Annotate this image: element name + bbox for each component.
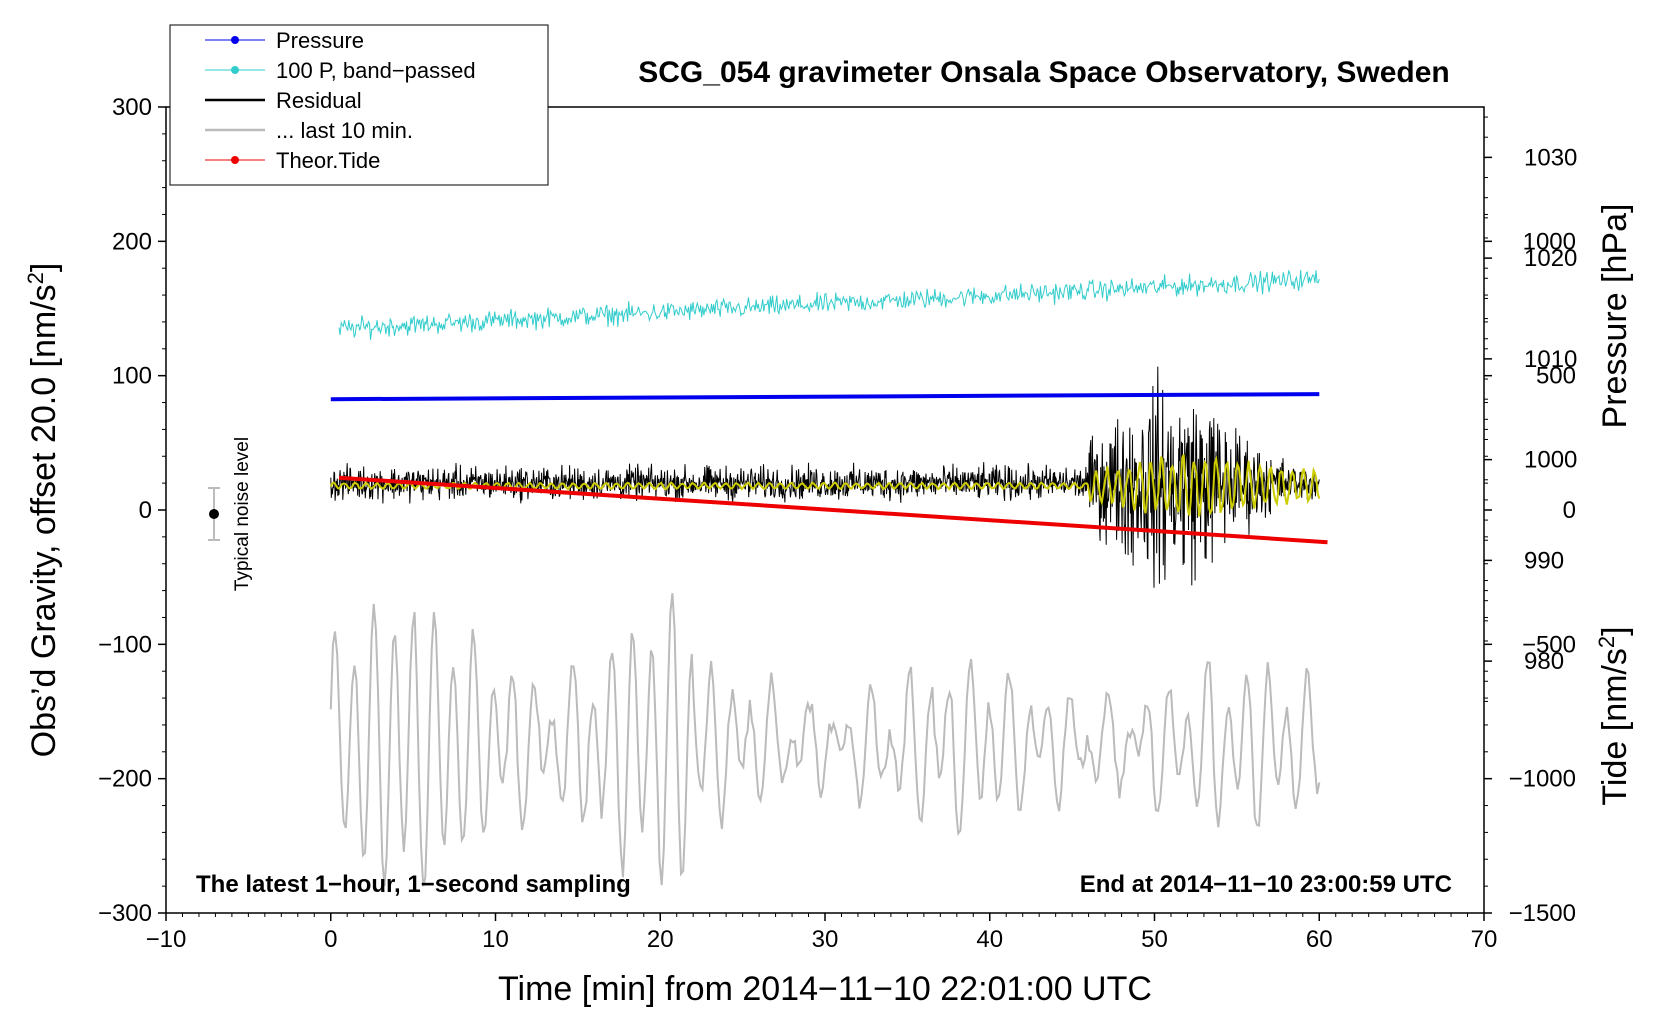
y-axis-title-gravity-main: Obs’d Gravity, offset 20.0 [nm/s (25, 284, 63, 757)
pressure-tick-label: 1000 (1524, 447, 1577, 474)
y-axis-title-pressure: Pressure [hPa] (1596, 204, 1634, 429)
y-axis-title-tide-sup: 2 (1594, 636, 1619, 648)
series-theor-tide (338, 475, 1328, 545)
chart-title: SCG_054 gravimeter Onsala Space Observat… (638, 56, 1450, 89)
x-axis: −10 0 10 20 30 40 50 60 70 (146, 913, 1498, 953)
pressure-tick-label: 990 (1524, 547, 1564, 574)
y-axis-tide: 1000 500 0 −500 −1000 −1500 (1484, 213, 1576, 927)
series-last-10-min (329, 593, 1321, 887)
x-tick-label: 10 (482, 926, 509, 953)
y-axis-title-gravity-sup: 2 (23, 272, 48, 284)
y-left-tick-label: 0 (139, 497, 152, 524)
series-line-residual-smoothed (329, 454, 1321, 517)
y-axis-title-gravity-end: ] (25, 263, 63, 272)
series-line-pressure (330, 392, 1320, 402)
typical-noise-label: Typical noise level (232, 437, 253, 591)
x-axis-title: Time [min] from 2014−11−10 22:01:00 UTC (498, 970, 1152, 1008)
annotation-end-time: End at 2014−11−10 23:00:59 UTC (1080, 871, 1452, 898)
x-tick-label: 40 (976, 926, 1003, 953)
x-tick-label: 60 (1306, 926, 1333, 953)
tide-tick-label: −1500 (1509, 900, 1576, 927)
y-axis-title-tide-main: Tide [nm/s (1596, 648, 1634, 805)
series-line-last-10-min (329, 593, 1321, 887)
y-axis-pressure: 1030 1020 1010 1000 990 980 (1484, 116, 1577, 702)
tide-tick-label: 500 (1536, 363, 1576, 390)
legend-item: Residual (205, 88, 362, 113)
legend-marker (231, 156, 239, 164)
y-axis-title-tide: Tide [nm/s2] (1594, 626, 1635, 805)
typical-noise-marker: Typical noise level (208, 437, 253, 591)
y-left-tick-label: 200 (112, 228, 152, 255)
x-tick-label: 50 (1141, 926, 1168, 953)
x-tick-label: 70 (1471, 926, 1498, 953)
legend-label: 100 P, band−passed (276, 58, 476, 83)
tide-tick-label: 0 (1563, 497, 1576, 524)
y-left-tick-label: −200 (98, 766, 152, 793)
x-tick-label: −10 (146, 926, 187, 953)
y-left-tick-label: −100 (98, 631, 152, 658)
y-left-tick-label: −300 (98, 900, 152, 927)
pressure-tick-label: 1030 (1524, 144, 1577, 171)
pressure-tick-label: 1010 (1524, 346, 1577, 373)
series-residual-smoothed (329, 454, 1321, 517)
tide-tick-label: 1000 (1523, 228, 1576, 255)
series-pressure (330, 392, 1320, 402)
legend-label: Pressure (276, 28, 364, 53)
legend-item: Theor.Tide (205, 148, 380, 173)
y-left-tick-label: 300 (112, 94, 152, 121)
tide-tick-label: −1000 (1509, 766, 1576, 793)
series-line-100p (338, 269, 1320, 340)
series-line-theor-tide (338, 475, 1328, 545)
legend-marker (231, 66, 239, 74)
legend-item: 100 P, band−passed (205, 58, 476, 83)
y-left-tick-label: 100 (112, 363, 152, 390)
x-tick-label: 20 (647, 926, 674, 953)
pressure-tick-label: 1020 (1524, 245, 1577, 272)
legend-label: Residual (276, 88, 362, 113)
y-axis-title-gravity: Obs’d Gravity, offset 20.0 [nm/s2] (23, 263, 64, 758)
tide-tick-label: −500 (1522, 631, 1576, 658)
legend: Pressure 100 P, band−passed Residual ... la… (169, 24, 549, 186)
y-axis-title-tide-end: ] (1596, 626, 1634, 635)
x-tick-label: 30 (812, 926, 839, 953)
legend-label: Theor.Tide (276, 148, 380, 173)
legend-label: ... last 10 min. (276, 118, 413, 143)
x-tick-label: 0 (324, 926, 337, 953)
pressure-tick-label: 980 (1524, 648, 1564, 675)
legend-item: Pressure (205, 28, 364, 53)
legend-item: ... last 10 min. (205, 118, 413, 143)
series-100p-band-passed (338, 269, 1320, 340)
y-axis-gravity: 300 200 100 0 −100 −200 −300 (98, 94, 166, 927)
legend-marker (231, 36, 239, 44)
annotation-sampling: The latest 1−hour, 1−second sampling (196, 871, 631, 898)
